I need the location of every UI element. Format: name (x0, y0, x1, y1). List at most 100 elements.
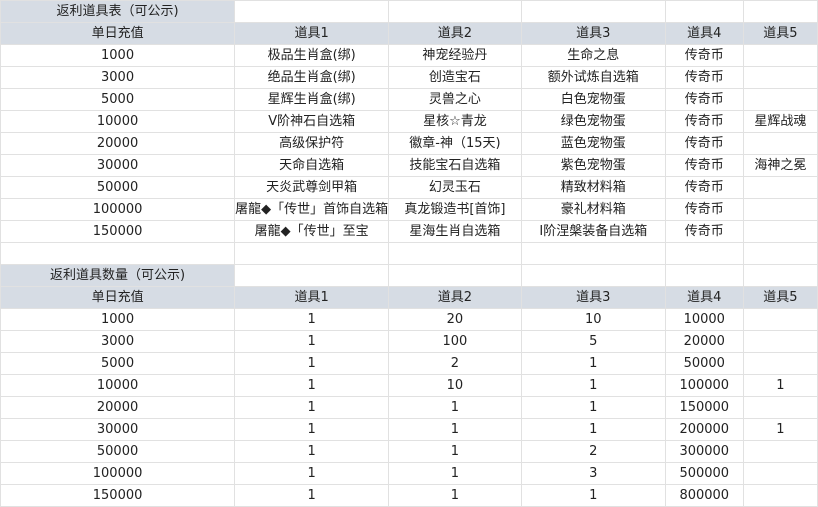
data-cell[interactable]: 1 (388, 440, 522, 463)
data-cell[interactable]: 20000 (0, 132, 236, 155)
data-cell[interactable]: 50000 (0, 176, 236, 199)
data-cell[interactable]: 豪礼材料箱 (520, 198, 666, 221)
data-cell[interactable]: 1 (742, 418, 818, 441)
column-header[interactable]: 单日充值 (0, 22, 236, 45)
data-cell[interactable]: 150000 (664, 396, 744, 419)
data-cell[interactable] (742, 198, 818, 221)
data-cell[interactable]: 1 (234, 308, 390, 331)
data-cell[interactable] (742, 352, 818, 375)
data-cell[interactable] (742, 440, 818, 463)
column-header[interactable]: 道具3 (520, 22, 666, 45)
empty-cell[interactable] (0, 242, 236, 265)
column-header[interactable]: 道具5 (742, 286, 818, 309)
empty-cell[interactable] (388, 242, 522, 265)
data-cell[interactable]: 1000 (0, 308, 236, 331)
data-cell[interactable]: 2 (520, 440, 666, 463)
data-cell[interactable]: 高级保护符 (234, 132, 390, 155)
data-cell[interactable]: 海神之冕 (742, 154, 818, 177)
data-cell[interactable]: 幻灵玉石 (388, 176, 522, 199)
data-cell[interactable] (742, 66, 818, 89)
data-cell[interactable]: 30000 (0, 418, 236, 441)
empty-cell[interactable] (520, 242, 666, 265)
column-header[interactable]: 单日充值 (0, 286, 236, 309)
data-cell[interactable]: 星辉生肖盒(绑) (234, 88, 390, 111)
data-cell[interactable]: 星海生肖自选箱 (388, 220, 522, 243)
data-cell[interactable] (742, 308, 818, 331)
data-cell[interactable]: 天炎武尊剑甲箱 (234, 176, 390, 199)
data-cell[interactable]: 传奇币 (664, 110, 744, 133)
cell[interactable] (664, 0, 744, 23)
data-cell[interactable]: 创造宝石 (388, 66, 522, 89)
cell[interactable] (742, 0, 818, 23)
cell[interactable] (388, 264, 522, 287)
data-cell[interactable]: 150000 (0, 484, 236, 507)
data-cell[interactable] (742, 396, 818, 419)
data-cell[interactable]: 神宠经验丹 (388, 44, 522, 67)
data-cell[interactable]: 1 (388, 484, 522, 507)
data-cell[interactable]: 1 (520, 484, 666, 507)
column-header[interactable]: 道具4 (664, 22, 744, 45)
data-cell[interactable]: 1 (234, 374, 390, 397)
cell[interactable] (234, 264, 390, 287)
data-cell[interactable]: 50000 (664, 352, 744, 375)
column-header[interactable]: 道具2 (388, 286, 522, 309)
data-cell[interactable]: 100000 (0, 198, 236, 221)
data-cell[interactable]: 星辉战魂 (742, 110, 818, 133)
data-cell[interactable]: 绝品生肖盒(绑) (234, 66, 390, 89)
data-cell[interactable]: 屠龍◆「传世」首饰自选箱 (234, 198, 390, 221)
column-header[interactable]: 道具3 (520, 286, 666, 309)
cell[interactable] (388, 0, 522, 23)
cell[interactable] (234, 0, 390, 23)
data-cell[interactable]: 绿色宠物蛋 (520, 110, 666, 133)
data-cell[interactable] (742, 330, 818, 353)
data-cell[interactable]: 1 (520, 352, 666, 375)
data-cell[interactable]: 3000 (0, 66, 236, 89)
data-cell[interactable]: 200000 (664, 418, 744, 441)
column-header[interactable]: 道具4 (664, 286, 744, 309)
data-cell[interactable]: 20000 (664, 330, 744, 353)
data-cell[interactable]: 传奇币 (664, 66, 744, 89)
data-cell[interactable]: 星核☆青龙 (388, 110, 522, 133)
data-cell[interactable]: 传奇币 (664, 154, 744, 177)
data-cell[interactable]: 1 (234, 440, 390, 463)
data-cell[interactable]: Ⅴ阶神石自选箱 (234, 110, 390, 133)
data-cell[interactable]: 额外试炼自选箱 (520, 66, 666, 89)
data-cell[interactable]: 1 (234, 352, 390, 375)
data-cell[interactable]: 10 (520, 308, 666, 331)
cell[interactable] (742, 264, 818, 287)
data-cell[interactable]: 1 (520, 396, 666, 419)
data-cell[interactable]: 20 (388, 308, 522, 331)
data-cell[interactable]: 1 (234, 396, 390, 419)
data-cell[interactable]: 传奇币 (664, 88, 744, 111)
data-cell[interactable]: 传奇币 (664, 220, 744, 243)
data-cell[interactable]: 1 (234, 484, 390, 507)
data-cell[interactable]: 白色宠物蛋 (520, 88, 666, 111)
data-cell[interactable]: 1000 (0, 44, 236, 67)
data-cell[interactable]: 5000 (0, 352, 236, 375)
data-cell[interactable]: 徽章-神（15天) (388, 132, 522, 155)
data-cell[interactable]: 1 (234, 418, 390, 441)
data-cell[interactable] (742, 220, 818, 243)
empty-cell[interactable] (742, 242, 818, 265)
data-cell[interactable]: 30000 (0, 154, 236, 177)
data-cell[interactable] (742, 88, 818, 111)
data-cell[interactable]: 3000 (0, 330, 236, 353)
data-cell[interactable]: 150000 (0, 220, 236, 243)
column-header[interactable]: 道具2 (388, 22, 522, 45)
data-cell[interactable]: 技能宝石自选箱 (388, 154, 522, 177)
data-cell[interactable]: 1 (388, 396, 522, 419)
data-cell[interactable]: 1 (388, 418, 522, 441)
data-cell[interactable]: 1 (234, 462, 390, 485)
data-cell[interactable]: 灵兽之心 (388, 88, 522, 111)
column-header[interactable]: 道具1 (234, 22, 390, 45)
data-cell[interactable] (742, 44, 818, 67)
data-cell[interactable]: 3 (520, 462, 666, 485)
data-cell[interactable] (742, 132, 818, 155)
data-cell[interactable]: 10000 (0, 374, 236, 397)
data-cell[interactable]: 100 (388, 330, 522, 353)
data-cell[interactable]: 300000 (664, 440, 744, 463)
data-cell[interactable]: 1 (520, 418, 666, 441)
empty-cell[interactable] (234, 242, 390, 265)
data-cell[interactable]: 2 (388, 352, 522, 375)
data-cell[interactable]: 100000 (664, 374, 744, 397)
